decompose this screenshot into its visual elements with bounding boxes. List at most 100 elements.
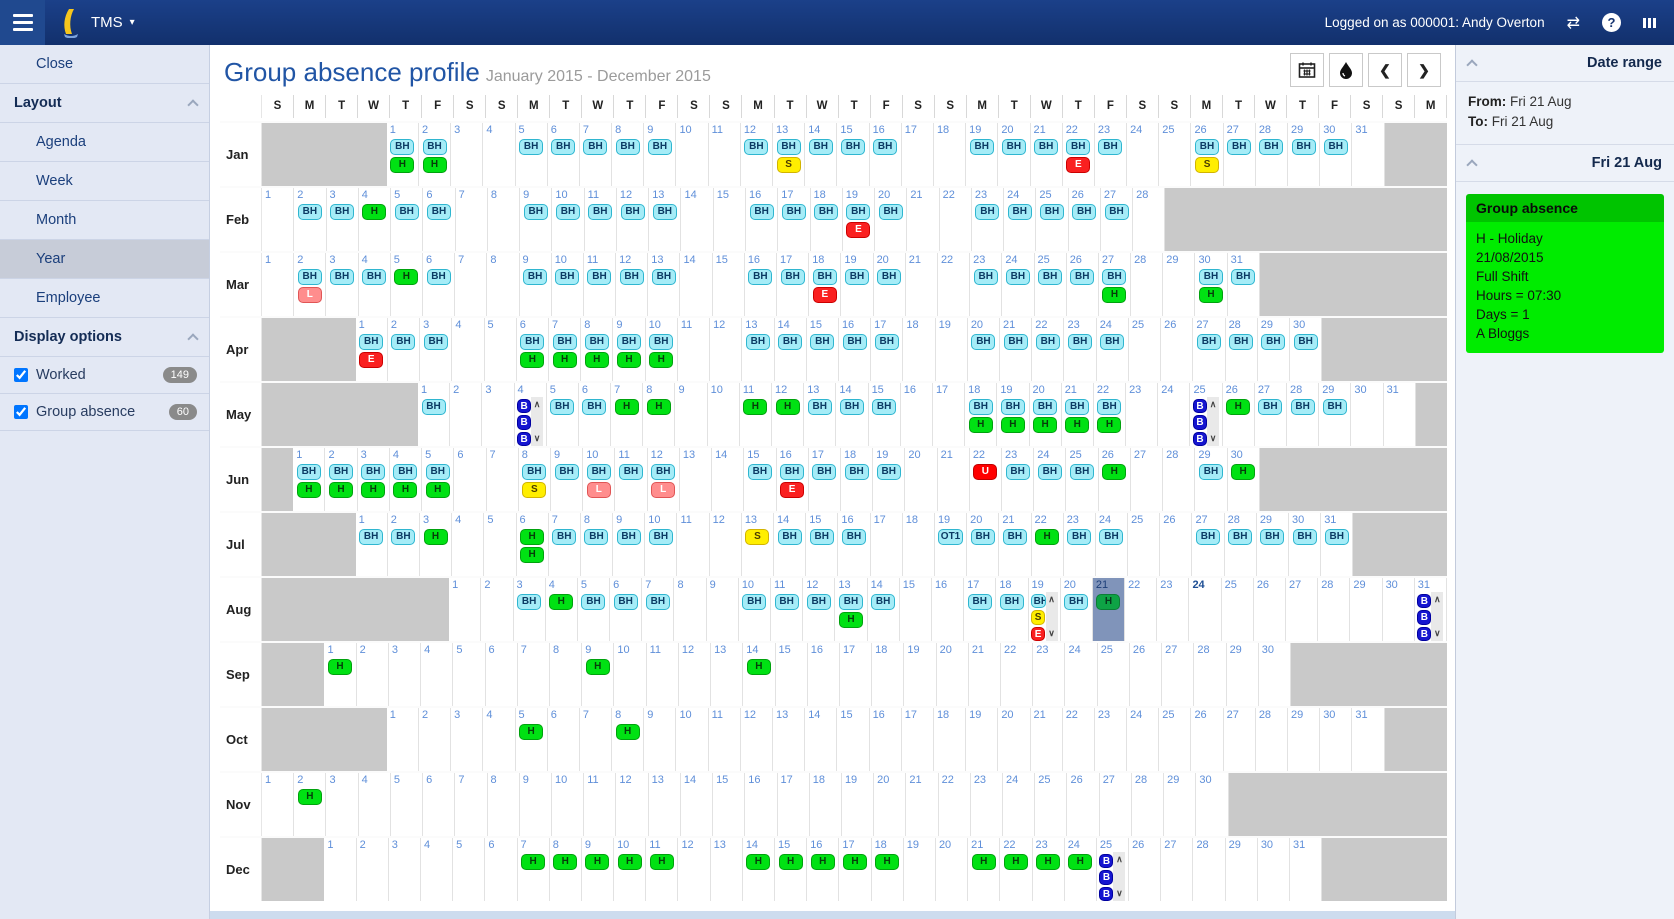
more-icon[interactable]	[1643, 17, 1656, 28]
day-cell-mar-13[interactable]: 13 BH	[648, 253, 681, 316]
day-cell-mar-25[interactable]: 25 BH	[1034, 253, 1067, 316]
day-cell-jun-7[interactable]: 7	[486, 448, 519, 511]
day-cell-sep-15[interactable]: 15	[775, 643, 808, 706]
selected-day-header[interactable]: Fri 21 Aug	[1456, 145, 1674, 182]
day-cell-dec-19[interactable]: 19	[903, 838, 936, 901]
day-cell-nov-12[interactable]: 12	[616, 773, 649, 836]
legend-button[interactable]	[1329, 53, 1363, 87]
day-cell-dec-23[interactable]: 23 H	[1032, 838, 1065, 901]
day-cell-nov-8[interactable]: 8	[487, 773, 520, 836]
day-cell-jul-16[interactable]: 16 BH	[838, 513, 871, 576]
day-cell-jan-15[interactable]: 15 BH	[837, 123, 870, 186]
day-cell-may-5[interactable]: 5 BH	[546, 383, 579, 446]
day-cell-jun-29[interactable]: 29 BH	[1195, 448, 1228, 511]
day-cell-nov-30[interactable]: 30	[1196, 773, 1229, 836]
day-cell-dec-14[interactable]: 14 H	[742, 838, 775, 901]
scroll-up-icon[interactable]: ∧	[1209, 399, 1217, 409]
day-cell-aug-11[interactable]: 11 BH	[771, 578, 804, 641]
day-cell-mar-24[interactable]: 24 BH	[1002, 253, 1035, 316]
day-cell-may-17[interactable]: 17	[932, 383, 966, 446]
day-cell-nov-28[interactable]: 28	[1131, 773, 1165, 836]
day-cell-aug-24[interactable]: 24	[1189, 578, 1222, 641]
day-cell-nov-18[interactable]: 18	[809, 773, 842, 836]
day-cell-may-29[interactable]: 29 BH	[1319, 383, 1352, 446]
day-cell-jun-24[interactable]: 24 BH	[1034, 448, 1067, 511]
day-cell-may-19[interactable]: 19 BH H	[997, 383, 1030, 446]
day-cell-may-25[interactable]: 25 B B B ∧ ∨	[1190, 383, 1223, 446]
day-cell-aug-8[interactable]: 8	[674, 578, 707, 641]
day-cell-jul-8[interactable]: 8 BH	[580, 513, 614, 576]
day-cell-oct-19[interactable]: 19	[966, 708, 999, 771]
day-cell-nov-4[interactable]: 4	[358, 773, 391, 836]
day-cell-feb-17[interactable]: 17 BH	[778, 188, 811, 251]
day-cell-jul-9[interactable]: 9 BH	[613, 513, 646, 576]
day-cell-dec-28[interactable]: 28	[1193, 838, 1226, 901]
day-cell-sep-27[interactable]: 27	[1162, 643, 1195, 706]
day-cell-jan-5[interactable]: 5 BH	[515, 123, 548, 186]
day-cell-sep-14[interactable]: 14 H	[743, 643, 776, 706]
scroll-down-icon[interactable]: ∨	[1116, 888, 1123, 898]
day-cell-mar-27[interactable]: 27 BH H	[1098, 253, 1132, 316]
day-cell-apr-11[interactable]: 11	[677, 318, 711, 381]
day-cell-jan-24[interactable]: 24	[1127, 123, 1160, 186]
day-cell-jun-16[interactable]: 16 BH E	[776, 448, 809, 511]
day-cell-mar-2[interactable]: 2 BH L	[294, 253, 327, 316]
day-cell-apr-21[interactable]: 21 BH	[1000, 318, 1033, 381]
day-cell-aug-6[interactable]: 6 BH	[610, 578, 643, 641]
day-cell-jun-19[interactable]: 19 BH	[873, 448, 906, 511]
day-cell-may-4[interactable]: 4 B B B ∧ ∨	[514, 383, 547, 446]
day-cell-aug-7[interactable]: 7 BH	[642, 578, 675, 641]
day-cell-feb-9[interactable]: 9 BH	[520, 188, 553, 251]
day-cell-apr-22[interactable]: 22 BH	[1032, 318, 1065, 381]
day-cell-nov-14[interactable]: 14	[680, 773, 714, 836]
day-cell-jun-11[interactable]: 11 BH	[615, 448, 648, 511]
scroll-arrows[interactable]: ∧ ∨	[1045, 592, 1058, 641]
day-cell-sep-5[interactable]: 5	[453, 643, 486, 706]
day-cell-apr-10[interactable]: 10 BH H	[645, 318, 678, 381]
day-cell-mar-16[interactable]: 16 BH	[744, 253, 777, 316]
day-cell-apr-15[interactable]: 15 BH	[806, 318, 839, 381]
sidebar-item-month[interactable]: Month	[0, 201, 209, 240]
day-cell-aug-9[interactable]: 9	[706, 578, 739, 641]
day-cell-sep-23[interactable]: 23	[1033, 643, 1066, 706]
day-cell-mar-28[interactable]: 28	[1131, 253, 1164, 316]
day-cell-apr-2[interactable]: 2 BH	[387, 318, 421, 381]
day-cell-sep-22[interactable]: 22	[1001, 643, 1034, 706]
day-cell-jul-29[interactable]: 29 BH	[1256, 513, 1289, 576]
day-cell-sep-30[interactable]: 30	[1258, 643, 1291, 706]
day-cell-nov-20[interactable]: 20	[874, 773, 907, 836]
day-cell-feb-5[interactable]: 5 BH	[391, 188, 424, 251]
day-cell-may-10[interactable]: 10	[707, 383, 740, 446]
day-cell-jul-19[interactable]: 19 OT1	[934, 513, 968, 576]
day-cell-may-20[interactable]: 20 BH H	[1029, 383, 1062, 446]
day-cell-may-12[interactable]: 12 H	[772, 383, 805, 446]
day-cell-jul-7[interactable]: 7 BH	[548, 513, 581, 576]
day-cell-sep-12[interactable]: 12	[678, 643, 712, 706]
day-cell-aug-5[interactable]: 5 BH	[577, 578, 611, 641]
day-cell-aug-1[interactable]: 1	[449, 578, 482, 641]
scroll-up-icon[interactable]: ∧	[1434, 594, 1441, 604]
day-cell-aug-18[interactable]: 18 BH	[996, 578, 1029, 641]
day-cell-jul-1[interactable]: 1 BH	[355, 513, 388, 576]
day-cell-sep-25[interactable]: 25	[1097, 643, 1130, 706]
day-cell-jul-2[interactable]: 2 BH	[387, 513, 420, 576]
day-cell-jan-19[interactable]: 19 BH	[966, 123, 999, 186]
day-cell-may-11[interactable]: 11 H	[739, 383, 772, 446]
day-cell-dec-1[interactable]: 1	[324, 838, 357, 901]
day-cell-jul-31[interactable]: 31 BH	[1321, 513, 1354, 576]
day-cell-aug-23[interactable]: 23	[1157, 578, 1190, 641]
day-cell-jun-20[interactable]: 20	[905, 448, 938, 511]
day-cell-apr-3[interactable]: 3 BH	[420, 318, 453, 381]
day-cell-dec-4[interactable]: 4	[420, 838, 454, 901]
day-cell-sep-3[interactable]: 3	[388, 643, 422, 706]
day-cell-feb-26[interactable]: 26 BH	[1068, 188, 1101, 251]
day-cell-jan-28[interactable]: 28 BH	[1255, 123, 1288, 186]
day-cell-feb-2[interactable]: 2 BH	[294, 188, 327, 251]
day-cell-sep-28[interactable]: 28	[1194, 643, 1227, 706]
day-cell-oct-13[interactable]: 13	[773, 708, 806, 771]
day-cell-feb-25[interactable]: 25 BH	[1036, 188, 1069, 251]
